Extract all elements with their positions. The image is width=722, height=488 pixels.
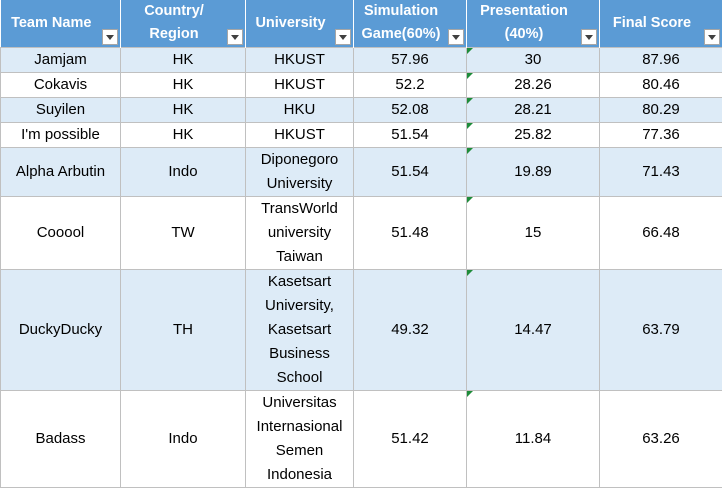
cell-team[interactable]: Cokavis <box>1 72 121 97</box>
header-presentation[interactable]: Presentation(40%) <box>467 0 600 47</box>
cell-presentation[interactable]: 25.82 <box>467 122 600 147</box>
cell-simulation[interactable]: 52.2 <box>354 72 467 97</box>
cell-team[interactable]: Badass <box>1 390 121 487</box>
filter-dropdown-icon[interactable] <box>448 29 464 45</box>
cell-final[interactable]: 80.46 <box>600 72 722 97</box>
cell-simulation[interactable]: 49.32 <box>354 269 467 390</box>
header-row: Team Name Country/Region University Simu… <box>1 0 722 47</box>
cell-simulation[interactable]: 51.42 <box>354 390 467 487</box>
cell-final[interactable]: 80.29 <box>600 97 722 122</box>
cell-team[interactable]: I'm possible <box>1 122 121 147</box>
error-indicator-icon <box>467 73 473 79</box>
cell-team[interactable]: Cooool <box>1 196 121 269</box>
cell-university[interactable]: HKUST <box>246 72 354 97</box>
cell-final[interactable]: 63.79 <box>600 269 722 390</box>
cell-final[interactable]: 71.43 <box>600 147 722 196</box>
header-country-region[interactable]: Country/Region <box>121 0 246 47</box>
header-team-name[interactable]: Team Name <box>1 0 121 47</box>
cell-university[interactable]: HKU <box>246 97 354 122</box>
cell-university[interactable]: HKUST <box>246 47 354 72</box>
cell-team[interactable]: Suyilen <box>1 97 121 122</box>
cell-team[interactable]: Alpha Arbutin <box>1 147 121 196</box>
cell-simulation[interactable]: 51.54 <box>354 147 467 196</box>
cell-final[interactable]: 66.48 <box>600 196 722 269</box>
cell-team[interactable]: Jamjam <box>1 47 121 72</box>
error-indicator-icon <box>467 98 473 104</box>
cell-simulation[interactable]: 52.08 <box>354 97 467 122</box>
cell-presentation[interactable]: 11.84 <box>467 390 600 487</box>
cell-region[interactable]: Indo <box>121 147 246 196</box>
error-indicator-icon <box>467 123 473 129</box>
cell-presentation[interactable]: 28.21 <box>467 97 600 122</box>
cell-region[interactable]: TW <box>121 196 246 269</box>
cell-presentation[interactable]: 14.47 <box>467 269 600 390</box>
error-indicator-icon <box>467 48 473 54</box>
cell-presentation[interactable]: 15 <box>467 196 600 269</box>
header-final-score[interactable]: Final Score <box>600 0 722 47</box>
cell-simulation[interactable]: 51.48 <box>354 196 467 269</box>
error-indicator-icon <box>467 148 473 154</box>
filter-dropdown-icon[interactable] <box>581 29 597 45</box>
cell-region[interactable]: HK <box>121 47 246 72</box>
filter-dropdown-icon[interactable] <box>335 29 351 45</box>
filter-dropdown-icon[interactable] <box>227 29 243 45</box>
cell-region[interactable]: Indo <box>121 390 246 487</box>
header-university[interactable]: University <box>246 0 354 47</box>
error-indicator-icon <box>467 391 473 397</box>
cell-simulation[interactable]: 57.96 <box>354 47 467 72</box>
filter-dropdown-icon[interactable] <box>102 29 118 45</box>
error-indicator-icon <box>467 270 473 276</box>
cell-region[interactable]: HK <box>121 72 246 97</box>
table-row: Suyilen HK HKU 52.08 28.21 80.29 <box>1 97 722 122</box>
cell-presentation[interactable]: 19.89 <box>467 147 600 196</box>
error-indicator-icon <box>467 197 473 203</box>
cell-university[interactable]: HKUST <box>246 122 354 147</box>
cell-region[interactable]: HK <box>121 122 246 147</box>
cell-region[interactable]: HK <box>121 97 246 122</box>
cell-presentation[interactable]: 28.26 <box>467 72 600 97</box>
cell-simulation[interactable]: 51.54 <box>354 122 467 147</box>
filter-dropdown-icon[interactable] <box>704 29 720 45</box>
table-row: Jamjam HK HKUST 57.96 30 87.96 <box>1 47 722 72</box>
cell-final[interactable]: 63.26 <box>600 390 722 487</box>
table-row: I'm possible HK HKUST 51.54 25.82 77.36 <box>1 122 722 147</box>
cell-final[interactable]: 77.36 <box>600 122 722 147</box>
cell-region[interactable]: TH <box>121 269 246 390</box>
cell-final[interactable]: 87.96 <box>600 47 722 72</box>
cell-presentation[interactable]: 30 <box>467 47 600 72</box>
table-row: Cokavis HK HKUST 52.2 28.26 80.46 <box>1 72 722 97</box>
cell-team[interactable]: DuckyDucky <box>1 269 121 390</box>
